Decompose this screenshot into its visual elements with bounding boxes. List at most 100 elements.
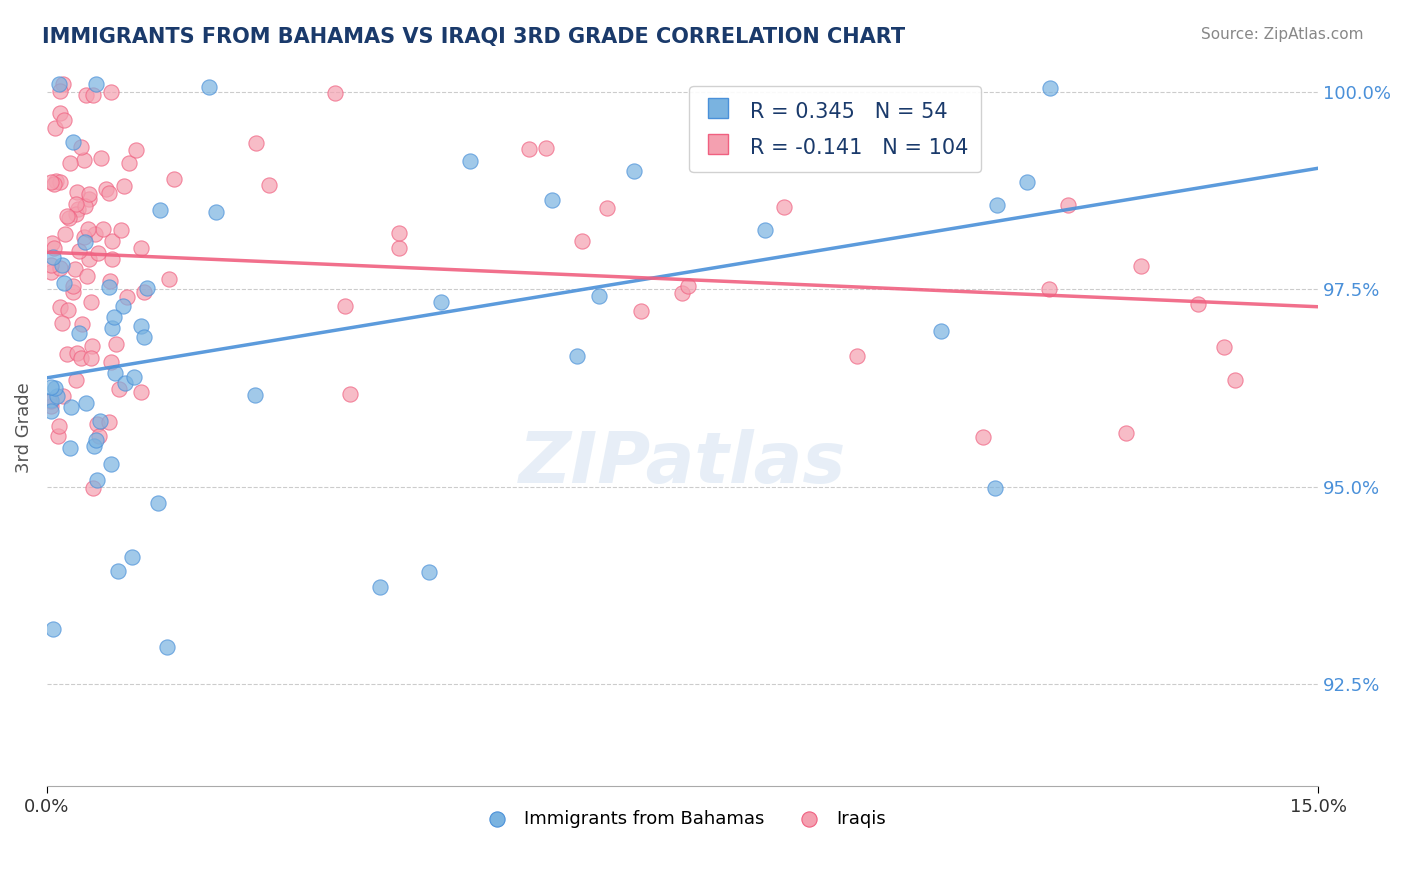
Point: [117, 290, 139, 304]
Point: [984, 482, 1007, 496]
Point: [39, 393, 62, 408]
Point: [84, 433, 107, 447]
Point: [111, 299, 134, 313]
Point: [163, 171, 186, 186]
Point: [430, 295, 453, 310]
Point: [125, 144, 148, 158]
Point: [98, 415, 121, 429]
Point: [114, 376, 136, 390]
Point: [129, 319, 152, 334]
Point: [39, 404, 62, 418]
Point: [82, 339, 104, 353]
Point: [77, 222, 100, 236]
Point: [339, 387, 361, 401]
Point: [773, 200, 796, 214]
Point: [159, 272, 181, 286]
Point: [70, 317, 93, 331]
Point: [53, 276, 76, 290]
Point: [82, 87, 104, 102]
Point: [75, 87, 97, 102]
Point: [51, 259, 73, 273]
Point: [48, 175, 70, 189]
Point: [56, 209, 79, 223]
Point: [155, 640, 177, 654]
Point: [110, 223, 132, 237]
Point: [596, 202, 619, 216]
Text: Source: ZipAtlas.com: Source: ZipAtlas.com: [1201, 27, 1364, 42]
Point: [630, 303, 652, 318]
Point: [60, 400, 83, 414]
Point: [323, 86, 346, 100]
Point: [571, 235, 593, 249]
Point: [73, 199, 96, 213]
Point: [1129, 259, 1152, 273]
Point: [75, 235, 97, 249]
Point: [98, 274, 121, 288]
Point: [42, 250, 65, 264]
Point: [1223, 373, 1246, 387]
Point: [121, 550, 143, 565]
Point: [73, 153, 96, 168]
Point: [100, 85, 122, 99]
Point: [80, 295, 103, 310]
Point: [70, 351, 93, 365]
Point: [1017, 176, 1039, 190]
Point: [418, 566, 440, 580]
Point: [1038, 282, 1060, 296]
Point: [98, 280, 121, 294]
Point: [101, 320, 124, 334]
Point: [243, 387, 266, 401]
Point: [98, 186, 121, 200]
Point: [458, 153, 481, 168]
Point: [48, 419, 70, 434]
Point: [118, 155, 141, 169]
Point: [87, 246, 110, 260]
Point: [66, 345, 89, 359]
Point: [62, 278, 84, 293]
Point: [517, 143, 540, 157]
Point: [62, 136, 84, 150]
Point: [44, 382, 66, 396]
Point: [676, 278, 699, 293]
Point: [39, 258, 62, 272]
Point: [103, 310, 125, 324]
Point: [65, 207, 87, 221]
Point: [42, 242, 65, 256]
Point: [259, 178, 281, 193]
Point: [77, 252, 100, 266]
Point: [49, 84, 72, 98]
Point: [132, 285, 155, 300]
Point: [70, 140, 93, 154]
Point: [77, 187, 100, 202]
Point: [62, 285, 84, 300]
Point: [198, 80, 221, 95]
Point: [56, 302, 79, 317]
Point: [370, 580, 392, 594]
Point: [623, 163, 645, 178]
Point: [146, 495, 169, 509]
Point: [66, 185, 89, 199]
Point: [112, 179, 135, 194]
Point: [39, 175, 62, 189]
Point: [1057, 198, 1080, 212]
Point: [52, 78, 75, 92]
Point: [75, 396, 97, 410]
Point: [132, 330, 155, 344]
Point: [149, 203, 172, 218]
Point: [205, 205, 228, 219]
Point: [845, 349, 868, 363]
Point: [1115, 425, 1137, 440]
Point: [87, 429, 110, 443]
Point: [48, 429, 70, 443]
Point: [1187, 297, 1209, 311]
Point: [245, 136, 267, 150]
Point: [135, 281, 157, 295]
Point: [104, 337, 127, 351]
Point: [42, 622, 65, 636]
Point: [107, 565, 129, 579]
Text: ZIPatlas: ZIPatlas: [519, 429, 846, 498]
Point: [89, 414, 111, 428]
Point: [49, 261, 72, 276]
Point: [122, 370, 145, 384]
Point: [67, 326, 90, 340]
